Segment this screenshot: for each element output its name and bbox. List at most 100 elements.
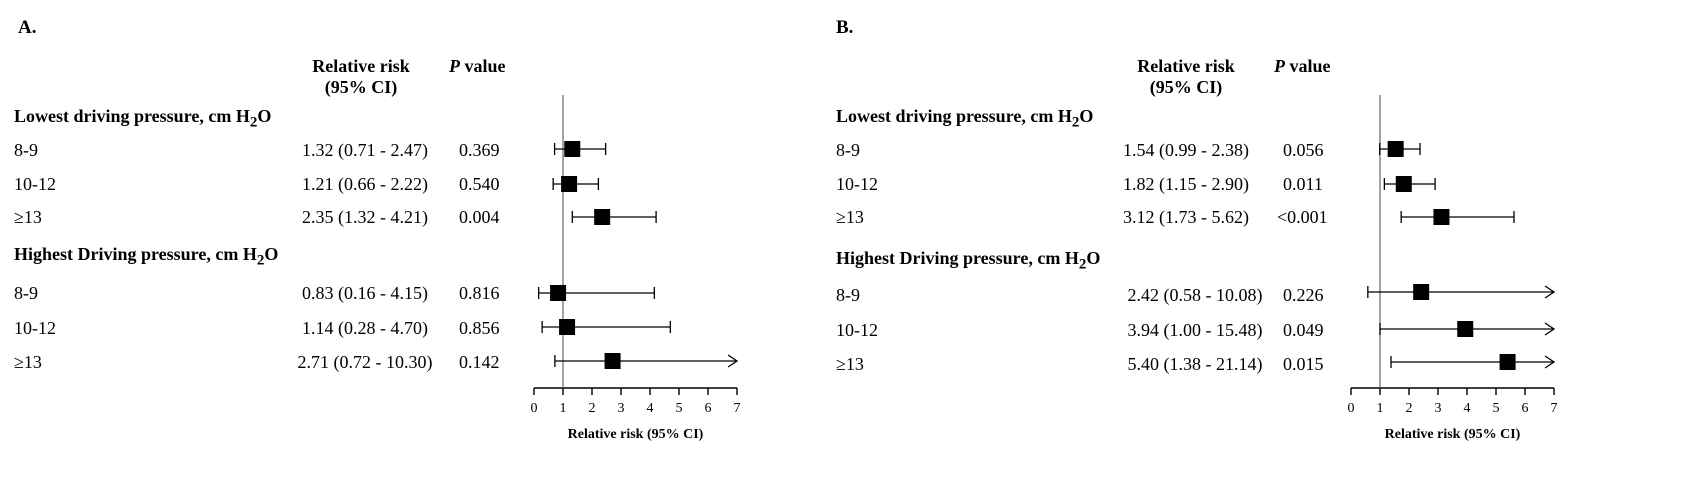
point-estimate-square (1457, 321, 1474, 337)
point-estimate-square (559, 319, 576, 335)
x-tick-label: 4 (1464, 401, 1471, 416)
point-estimate-square (594, 209, 611, 225)
section-title-tail: O (1079, 106, 1094, 126)
x-tick-label: 2 (1406, 401, 1413, 416)
row-ci: 0.83 (0.16 - 4.15) (302, 283, 428, 303)
row-p: 0.011 (1283, 174, 1323, 194)
x-tick-label: 6 (705, 401, 712, 416)
row-label: ≥13 (14, 352, 42, 372)
point-estimate-square (550, 285, 567, 301)
row-p: <0.001 (1277, 207, 1328, 227)
forest-panel-b: B. Relative risk (95% CI) P value Lowest… (836, 0, 1687, 491)
section-title-text: Highest Driving pressure, cm H (836, 248, 1079, 268)
row-label: 8-9 (14, 140, 38, 160)
x-tick-label: 0 (531, 401, 538, 416)
section-title-text: Lowest driving pressure, cm H (836, 106, 1072, 126)
p-italic: P (1274, 56, 1285, 76)
row-p: 0.049 (1283, 320, 1324, 340)
row-ci: 1.21 (0.66 - 2.22) (302, 174, 428, 194)
ci-arrow-high (1544, 355, 1556, 369)
row-ci: 1.32 (0.71 - 2.47) (302, 140, 428, 160)
section-title-text: Highest Driving pressure, cm H (14, 244, 257, 264)
section-title-lowest: Lowest driving pressure, cm H2O (14, 106, 271, 133)
section-title-sub: 2 (256, 252, 265, 269)
row-ci: 3.94 (1.00 - 15.48) (1127, 320, 1263, 340)
ci-arrow-high (727, 354, 739, 368)
x-tick-label: 2 (589, 401, 596, 416)
row-label: 8-9 (836, 140, 860, 160)
section-title-tail: O (257, 106, 272, 126)
x-tick-label: 6 (1522, 401, 1529, 416)
row-label: ≥13 (836, 207, 864, 227)
p-header-rest: value (1285, 56, 1331, 76)
row-ci: 2.35 (1.32 - 4.21) (302, 207, 428, 227)
row-p: 0.226 (1283, 285, 1324, 305)
point-estimate-square (1413, 284, 1430, 300)
rr-header-line2: (95% CI) (1149, 77, 1223, 97)
p-value-header: P value (1274, 56, 1331, 77)
row-label: 8-9 (836, 285, 860, 305)
section-title-tail: O (264, 244, 279, 264)
row-p: 0.816 (459, 283, 500, 303)
row-label: 8-9 (14, 283, 38, 303)
p-italic: P (449, 56, 460, 76)
rr-header-line1: Relative risk (1137, 56, 1235, 76)
row-label: 10-12 (836, 174, 878, 194)
row-p: 0.056 (1283, 140, 1324, 160)
x-tick-label: 7 (734, 401, 741, 416)
row-label: 10-12 (14, 318, 56, 338)
section-title-sub: 2 (1078, 256, 1087, 273)
row-ci: 1.54 (0.99 - 2.38) (1123, 140, 1249, 160)
rr-header-line1: Relative risk (312, 56, 410, 76)
point-estimate-square (1395, 176, 1412, 192)
x-tick-label: 3 (618, 401, 625, 416)
ci-arrow-high (1544, 285, 1556, 299)
point-estimate-square (1499, 354, 1516, 370)
forest-panel-a: A. Relative risk (95% CI) P value Lowest… (0, 0, 840, 491)
row-ci: 1.14 (0.28 - 4.70) (302, 318, 428, 338)
section-title-sub: 2 (1071, 114, 1080, 131)
row-label: ≥13 (14, 207, 42, 227)
x-tick-label: 5 (1493, 401, 1500, 416)
row-ci: 1.82 (1.15 - 2.90) (1123, 174, 1249, 194)
x-tick-label: 1 (1377, 401, 1384, 416)
x-tick-label: 0 (1348, 401, 1355, 416)
point-estimate-square (1387, 141, 1404, 157)
row-label: 10-12 (836, 320, 878, 340)
x-tick-label: 7 (1551, 401, 1558, 416)
point-estimate-square (561, 176, 578, 192)
p-value-header: P value (449, 56, 506, 77)
ci-arrow-high (1544, 322, 1556, 336)
p-header-rest: value (460, 56, 506, 76)
forest-plot-b: 0 1 2 3 4 5 6 7 Relative risk (95% CI) (1348, 95, 1558, 442)
section-title-lowest: Lowest driving pressure, cm H2O (836, 106, 1093, 133)
section-title-text: Lowest driving pressure, cm H (14, 106, 250, 126)
row-p: 0.369 (459, 140, 500, 160)
section-title-highest: Highest Driving pressure, cm H2O (836, 248, 1100, 275)
row-p: 0.540 (459, 174, 500, 194)
x-tick-label: 4 (647, 401, 654, 416)
rr-header-line2: (95% CI) (324, 77, 398, 97)
x-axis-label: Relative risk (95% CI) (1385, 427, 1521, 442)
section-title-sub: 2 (249, 114, 258, 131)
panel-label: B. (836, 17, 854, 38)
row-label: 10-12 (14, 174, 56, 194)
row-ci: 2.71 (0.72 - 10.30) (297, 352, 433, 372)
x-tick-label: 1 (560, 401, 567, 416)
row-ci: 3.12 (1.73 - 5.62) (1123, 207, 1249, 227)
x-tick-label: 3 (1435, 401, 1442, 416)
row-p: 0.015 (1283, 354, 1324, 374)
rr-column-header: Relative risk (95% CI) (301, 56, 421, 98)
point-estimate-square (1433, 209, 1450, 225)
section-title-highest: Highest Driving pressure, cm H2O (14, 244, 278, 271)
row-p: 0.856 (459, 318, 500, 338)
row-ci: 2.42 (0.58 - 10.08) (1127, 285, 1263, 305)
row-p: 0.004 (459, 207, 500, 227)
row-ci: 5.40 (1.38 - 21.14) (1127, 354, 1263, 374)
point-estimate-square (604, 353, 621, 369)
rr-column-header: Relative risk (95% CI) (1126, 56, 1246, 98)
panel-label: A. (18, 17, 37, 38)
section-title-tail: O (1086, 248, 1101, 268)
x-tick-label: 5 (676, 401, 683, 416)
point-estimate-square (564, 141, 581, 157)
